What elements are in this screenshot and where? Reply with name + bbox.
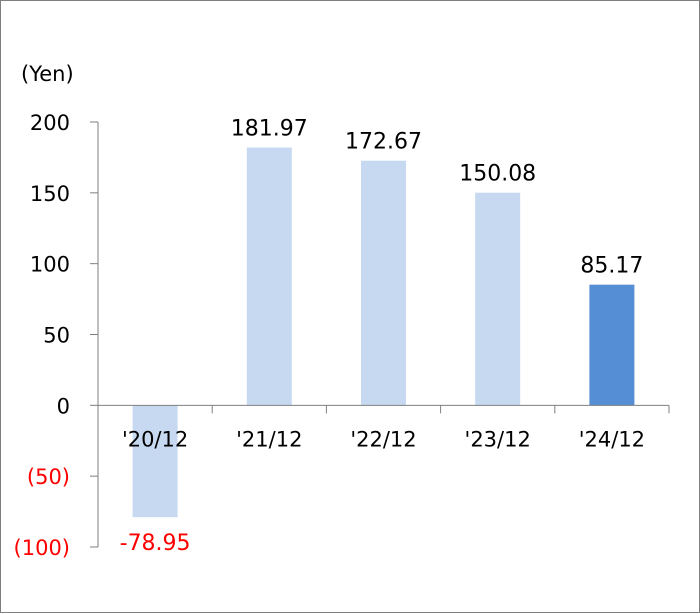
y-tick-label-5: (50) (27, 465, 70, 489)
bar-2 (361, 160, 406, 406)
labels: -78.95 '20/12 181.97 '21/12 172.67 '22/12 150.… (14, 111, 646, 560)
category-label-1: '21/12 (236, 427, 302, 451)
bars (132, 147, 635, 518)
category-label-0: '20/12 (122, 427, 188, 451)
value-label-4: 85.17 (580, 254, 643, 279)
bar-0 (132, 405, 178, 518)
category-label-3: '23/12 (465, 427, 531, 451)
y-tick-label-2: 100 (30, 253, 70, 277)
y-axis-unit-label: (Yen) (21, 62, 74, 86)
bar-4 (589, 284, 635, 406)
y-tick-label-3: 50 (43, 324, 70, 348)
bar-1 (246, 147, 292, 406)
value-label-3: 150.08 (459, 162, 536, 187)
category-label-4: '24/12 (579, 427, 645, 451)
y-tick-label-0: 200 (30, 111, 70, 135)
value-label-0: -78.95 (120, 531, 191, 556)
axes (90, 121, 670, 548)
y-tick-label-1: 150 (30, 182, 70, 206)
category-label-2: '22/12 (350, 427, 416, 451)
value-label-1: 181.97 (231, 117, 308, 142)
value-label-2: 172.67 (345, 130, 422, 155)
y-tick-label-4: 0 (57, 394, 70, 418)
bar-3 (475, 192, 521, 406)
y-tick-label-6: (100) (14, 536, 70, 560)
